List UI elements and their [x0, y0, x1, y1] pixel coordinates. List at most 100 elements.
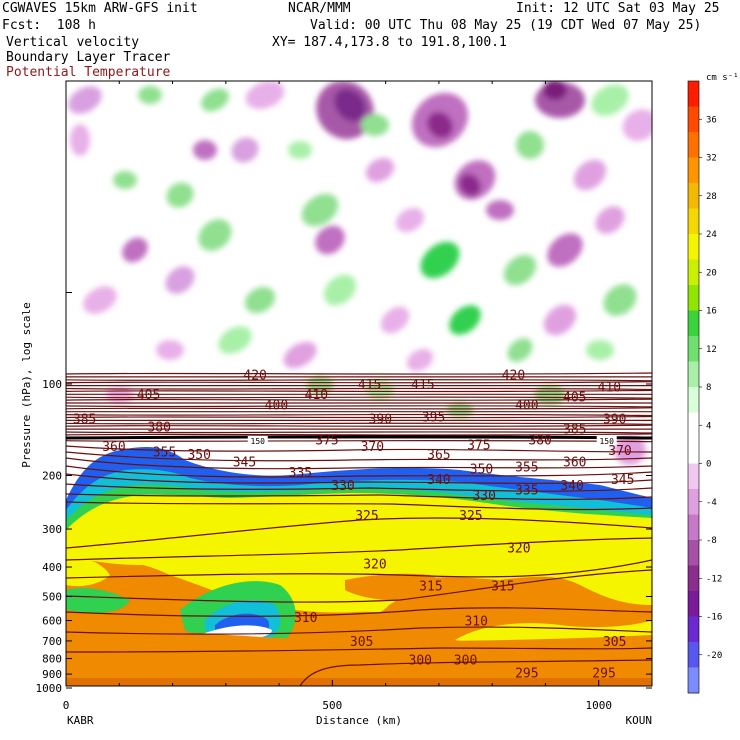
- w-blob: [446, 402, 474, 418]
- theta-label: 310: [464, 615, 487, 630]
- w-blob: [301, 193, 339, 227]
- theta-label: 410: [598, 381, 621, 396]
- colorbar-tick-label: -16: [706, 613, 722, 623]
- w-blob: [201, 88, 229, 112]
- theta-line: [66, 473, 652, 484]
- w-blob: [573, 159, 607, 191]
- w-blob: [288, 141, 312, 159]
- theta-line: [66, 439, 652, 443]
- theta-line: [66, 493, 652, 500]
- w-blob: [507, 338, 533, 362]
- w-blob: [218, 326, 252, 354]
- w-blob: [395, 207, 425, 233]
- y-tick-label: 600: [42, 615, 62, 628]
- w-blob: [244, 286, 276, 314]
- colorbar-segment: [688, 285, 699, 311]
- theta-label: 410: [305, 388, 328, 403]
- w-blob: [603, 284, 637, 316]
- w-blob: [586, 340, 614, 360]
- colorbar-segment: [688, 157, 699, 184]
- colorbar-segment: [688, 361, 699, 388]
- w-blob: [486, 200, 514, 220]
- w-blob: [68, 86, 102, 114]
- theta-label: 330: [472, 489, 495, 504]
- colorbar-tick-label: -4: [706, 498, 717, 508]
- theta-label: 335: [289, 466, 312, 481]
- theta-label: 345: [233, 456, 256, 471]
- colorbar-segment: [688, 514, 699, 541]
- theta-label: 395: [422, 411, 445, 426]
- colorbar-segment: [688, 336, 699, 362]
- colorbar-tick-label: 4: [706, 421, 711, 431]
- tropopause-line: [66, 435, 652, 440]
- w-blob: [83, 286, 117, 314]
- theta-line: [66, 559, 652, 579]
- y-tick-label: 500: [42, 590, 62, 603]
- w-blob: [361, 114, 389, 136]
- left-endpoint-label: KABR: [67, 714, 94, 727]
- w-blob: [420, 241, 460, 279]
- theta-label: 350: [187, 448, 210, 463]
- y-tick-label: 100: [42, 378, 62, 391]
- w-blob: [406, 348, 434, 372]
- y-tick-label: 700: [42, 635, 62, 648]
- theta-line: [66, 415, 652, 419]
- theta-label: 320: [363, 558, 386, 573]
- colorbar-tick-label: -12: [706, 574, 722, 584]
- x-tick-label: 500: [322, 699, 342, 712]
- colorbar-segment: [688, 412, 699, 439]
- theta-label: 400: [515, 399, 538, 414]
- theta-label: 315: [491, 579, 514, 594]
- colorbar-segment: [688, 438, 699, 464]
- x-tick-label: 1000: [585, 699, 612, 712]
- tropopause-label-bg: [247, 436, 268, 446]
- header-line1-center: NCAR/MMM: [288, 1, 351, 16]
- colorbar-segment: [688, 667, 699, 694]
- theta-label: 385: [73, 413, 96, 428]
- colorbar-tick-label: 16: [706, 307, 717, 317]
- theta-line: [66, 626, 652, 635]
- theta-labels: 420 415 420 410 405 410 415 400 405 400 395 390 390 3…: [73, 368, 635, 682]
- w-blob: [543, 81, 567, 100]
- colorbar-segment: [688, 642, 699, 668]
- colorbar-tick-label: 20: [706, 268, 717, 278]
- w-blob: [614, 435, 646, 465]
- theta-label: 415: [411, 378, 434, 393]
- theta-line: [66, 537, 652, 561]
- theta-label: 295: [515, 667, 538, 682]
- w-blob: [543, 304, 577, 336]
- colorbar-segment: [688, 259, 699, 286]
- w-blob: [156, 340, 184, 360]
- theta-line: [66, 405, 652, 408]
- theta-line: [66, 431, 652, 434]
- y-tick-label: 200: [42, 470, 62, 483]
- theta-label: 300: [454, 653, 477, 668]
- y-axis-title: Pressure (hPa), log scale: [20, 302, 33, 468]
- w-blob: [231, 137, 259, 163]
- theta-line: [66, 483, 652, 492]
- theta-line: [66, 413, 652, 417]
- theta-label: 360: [563, 456, 586, 471]
- theta-line: [66, 647, 652, 653]
- w-blob: [503, 254, 537, 286]
- theta-label: 300: [409, 653, 432, 668]
- theta-label: 355: [153, 446, 176, 461]
- theta-label: 320: [507, 541, 530, 556]
- colorbar-tick-label: 32: [706, 154, 717, 164]
- theta-label: 360: [102, 440, 125, 455]
- theta-label: 295: [592, 667, 615, 682]
- w-blob: [591, 84, 629, 116]
- theta-label: 420: [502, 368, 525, 383]
- theta-line: [66, 607, 652, 617]
- theta-label: 385: [563, 422, 586, 437]
- theta-line: [66, 396, 652, 399]
- theta-label: 315: [419, 579, 442, 594]
- colorbar-segment: [688, 591, 699, 617]
- theta-label: 370: [608, 444, 631, 459]
- theta-label: 390: [603, 413, 626, 428]
- theta-line: [66, 424, 652, 427]
- theta-label: 335: [515, 483, 538, 498]
- theta-line: [66, 445, 652, 453]
- colorbar-tick-label: 24: [706, 230, 717, 240]
